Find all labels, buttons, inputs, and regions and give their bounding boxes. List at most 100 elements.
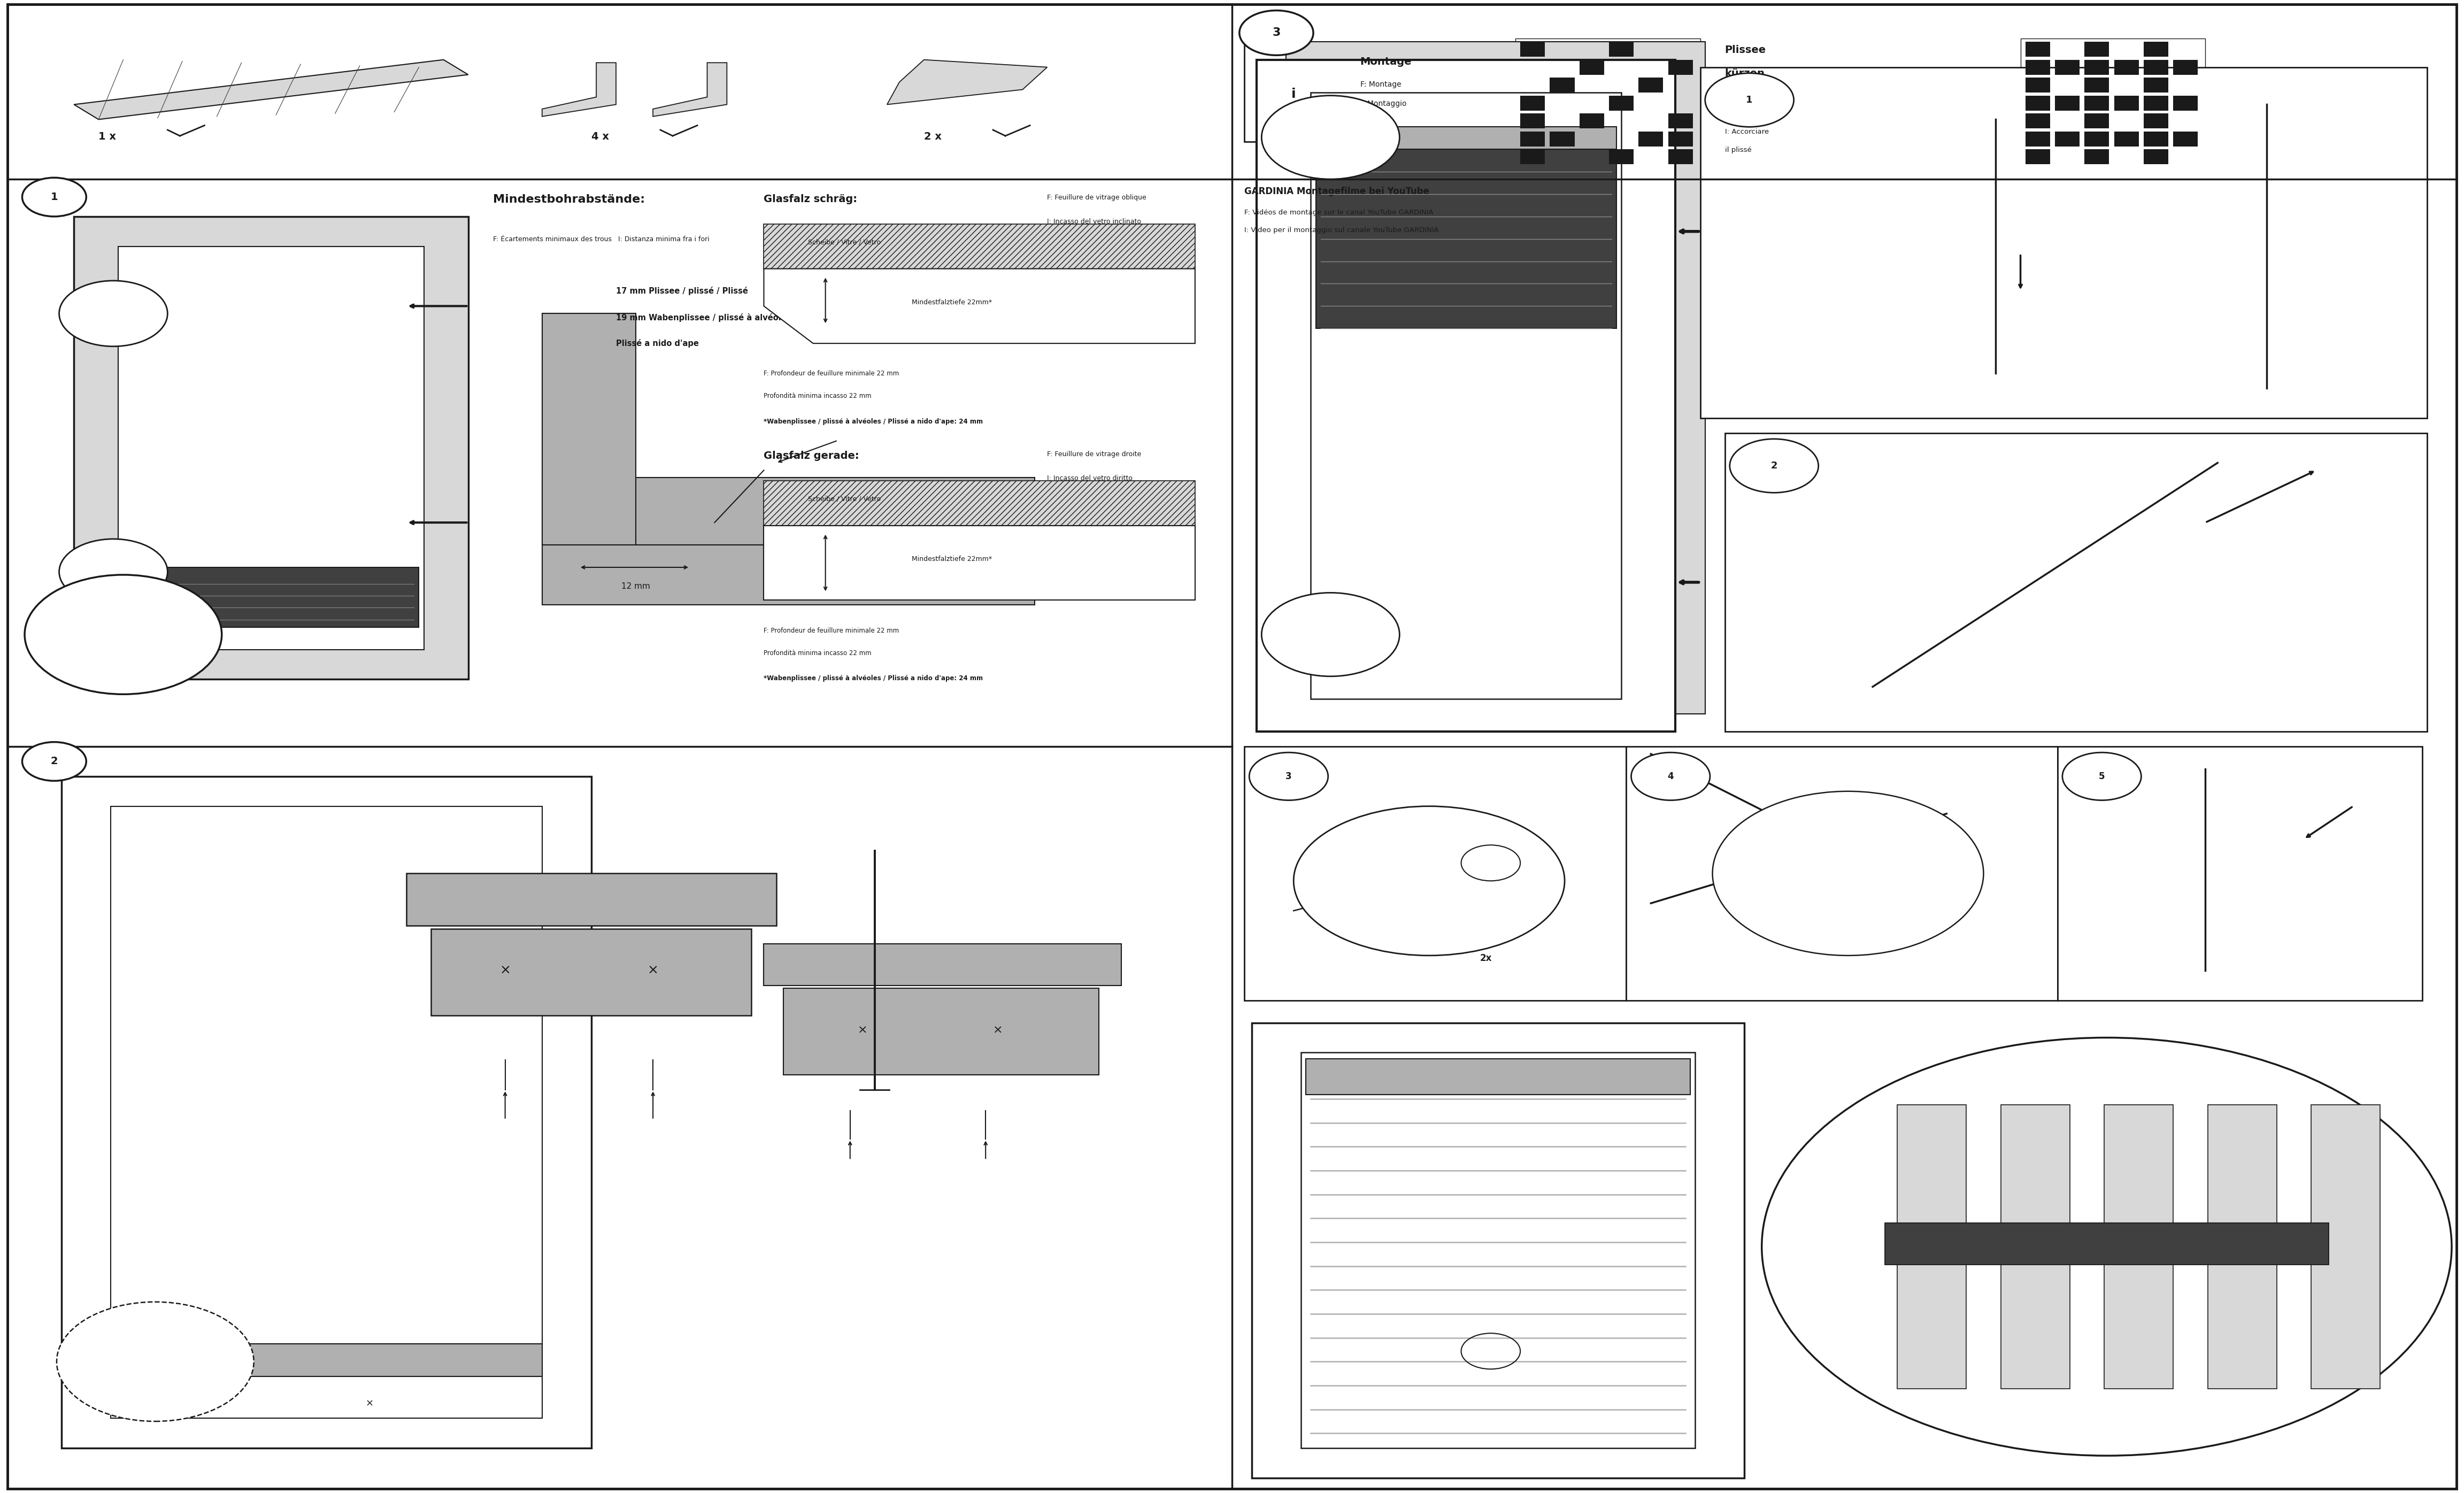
FancyBboxPatch shape: [1934, 142, 2107, 231]
Ellipse shape: [1294, 806, 1565, 956]
Bar: [2104, 1105, 2173, 1388]
Text: ×: ×: [365, 1399, 375, 1408]
Text: F: Raccourcir: F: Raccourcir: [1725, 93, 1772, 100]
Polygon shape: [887, 60, 1047, 105]
Bar: [118, 246, 424, 649]
Bar: [1306, 1059, 1690, 1094]
Text: *Wabenplissee / plissé à alvéoles / Plissé a nido d'ape: 24 mm: *Wabenplissee / plissé à alvéoles / Plis…: [764, 675, 983, 682]
Bar: [1639, 131, 1663, 146]
Bar: [2025, 60, 2050, 75]
FancyBboxPatch shape: [830, 708, 919, 875]
Circle shape: [57, 1302, 254, 1421]
Circle shape: [59, 281, 168, 346]
Bar: [2144, 78, 2168, 93]
Text: 1 x: 1 x: [99, 131, 116, 142]
Text: 1: 1: [1747, 96, 1752, 105]
Bar: [542, 545, 1035, 605]
Bar: [2144, 42, 2168, 57]
Bar: [407, 873, 776, 926]
Text: F: Vidéos de montage sur le canal YouTube GARDINIA: F: Vidéos de montage sur le canal YouTub…: [1244, 209, 1434, 216]
Bar: [2144, 131, 2168, 146]
Text: ×: ×: [648, 964, 658, 976]
Bar: [2173, 60, 2198, 75]
Text: 2: 2: [52, 757, 57, 766]
Text: F: Feuillure de vitrage oblique: F: Feuillure de vitrage oblique: [1047, 194, 1146, 202]
Bar: [764, 944, 1121, 985]
Bar: [1885, 1223, 2328, 1265]
Bar: [2144, 149, 2168, 164]
Bar: [2173, 131, 2198, 146]
Circle shape: [1631, 752, 1710, 800]
Text: il plissé: il plissé: [1725, 146, 1752, 154]
Bar: [1520, 131, 1545, 146]
Circle shape: [22, 742, 86, 781]
Bar: [1579, 60, 1604, 75]
Bar: [1252, 1023, 1745, 1478]
Text: I: Incasso del vetro inclinato: I: Incasso del vetro inclinato: [1047, 218, 1141, 225]
Bar: [1515, 39, 1700, 167]
Circle shape: [1262, 593, 1400, 676]
Circle shape: [1762, 1038, 2452, 1456]
Circle shape: [25, 575, 222, 694]
Bar: [74, 216, 468, 679]
Circle shape: [1249, 752, 1328, 800]
Text: ×: ×: [205, 1399, 214, 1408]
Text: 3: 3: [1271, 27, 1281, 39]
Bar: [1579, 113, 1604, 128]
Bar: [2085, 149, 2109, 164]
Bar: [2025, 78, 2050, 93]
Bar: [2144, 60, 2168, 75]
Bar: [2085, 113, 2109, 128]
Text: Mindestfalztiefe 22mm*: Mindestfalztiefe 22mm*: [912, 555, 993, 563]
Bar: [2085, 78, 2109, 93]
Text: F: Profondeur de feuillure minimale 22 mm: F: Profondeur de feuillure minimale 22 m…: [764, 370, 899, 378]
Bar: [2085, 60, 2109, 75]
Bar: [784, 988, 1099, 1075]
Bar: [1897, 1105, 1966, 1388]
Bar: [1609, 96, 1634, 110]
Text: Plissé a nido d'ape: Plissé a nido d'ape: [616, 339, 700, 348]
Bar: [1668, 113, 1693, 128]
Circle shape: [1730, 439, 1818, 493]
Text: F: Montage: F: Montage: [1360, 81, 1402, 88]
Bar: [2144, 96, 2168, 110]
Text: le store plissé: le store plissé: [1725, 110, 1774, 118]
Bar: [2114, 131, 2139, 146]
Text: ×: ×: [500, 964, 510, 976]
Text: 12 mm: 12 mm: [621, 582, 650, 590]
Polygon shape: [542, 63, 616, 116]
Bar: [1244, 746, 1626, 1000]
Text: i: i: [1291, 88, 1296, 100]
Circle shape: [1639, 746, 1737, 806]
Bar: [2173, 96, 2198, 110]
Bar: [2020, 39, 2205, 167]
Text: 17 mm Plissee / plissé / Plissé: 17 mm Plissee / plissé / Plissé: [616, 287, 749, 296]
Bar: [764, 526, 1195, 600]
Bar: [2055, 96, 2080, 110]
Text: 4: 4: [1668, 772, 1673, 781]
Text: Profondità minima incasso 22 mm: Profondità minima incasso 22 mm: [764, 649, 872, 657]
Bar: [1301, 1053, 1695, 1448]
Text: Plissee: Plissee: [1725, 45, 1767, 55]
Bar: [2114, 96, 2139, 110]
Bar: [2085, 96, 2109, 110]
Text: Mindestbohrabstände:: Mindestbohrabstände:: [493, 194, 646, 205]
Bar: [1316, 149, 1616, 328]
Bar: [1639, 78, 1663, 93]
Polygon shape: [74, 60, 468, 119]
Bar: [2025, 149, 2050, 164]
Bar: [172, 1344, 542, 1377]
FancyBboxPatch shape: [2205, 829, 2365, 911]
Bar: [1668, 131, 1693, 146]
FancyBboxPatch shape: [2205, 276, 2378, 366]
Text: 1: 1: [52, 193, 57, 202]
Text: F: Profondeur de feuillure minimale 22 mm: F: Profondeur de feuillure minimale 22 m…: [764, 627, 899, 635]
Bar: [2208, 1105, 2277, 1388]
Circle shape: [1262, 96, 1400, 179]
Bar: [1668, 60, 1693, 75]
Text: Glasfalz schräg:: Glasfalz schräg:: [764, 194, 857, 205]
Text: Montage: Montage: [1360, 57, 1412, 67]
Text: Scheibe / Vitre / Vetro: Scheibe / Vitre / Vetro: [808, 239, 882, 246]
Bar: [1316, 127, 1616, 149]
Bar: [2085, 131, 2109, 146]
